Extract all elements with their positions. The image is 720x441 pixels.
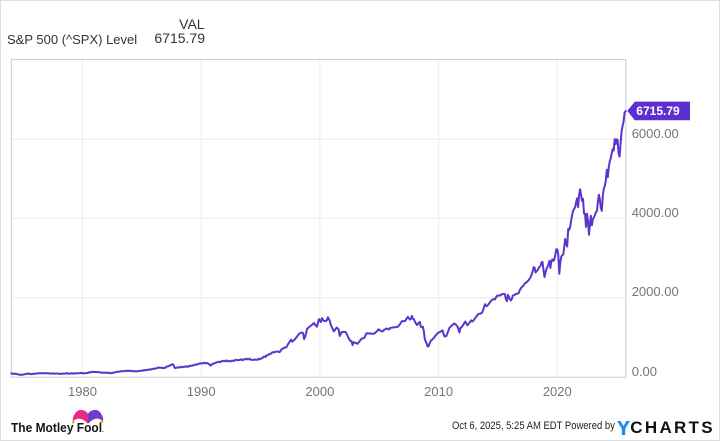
svg-text:6715.79: 6715.79 [636, 104, 680, 118]
